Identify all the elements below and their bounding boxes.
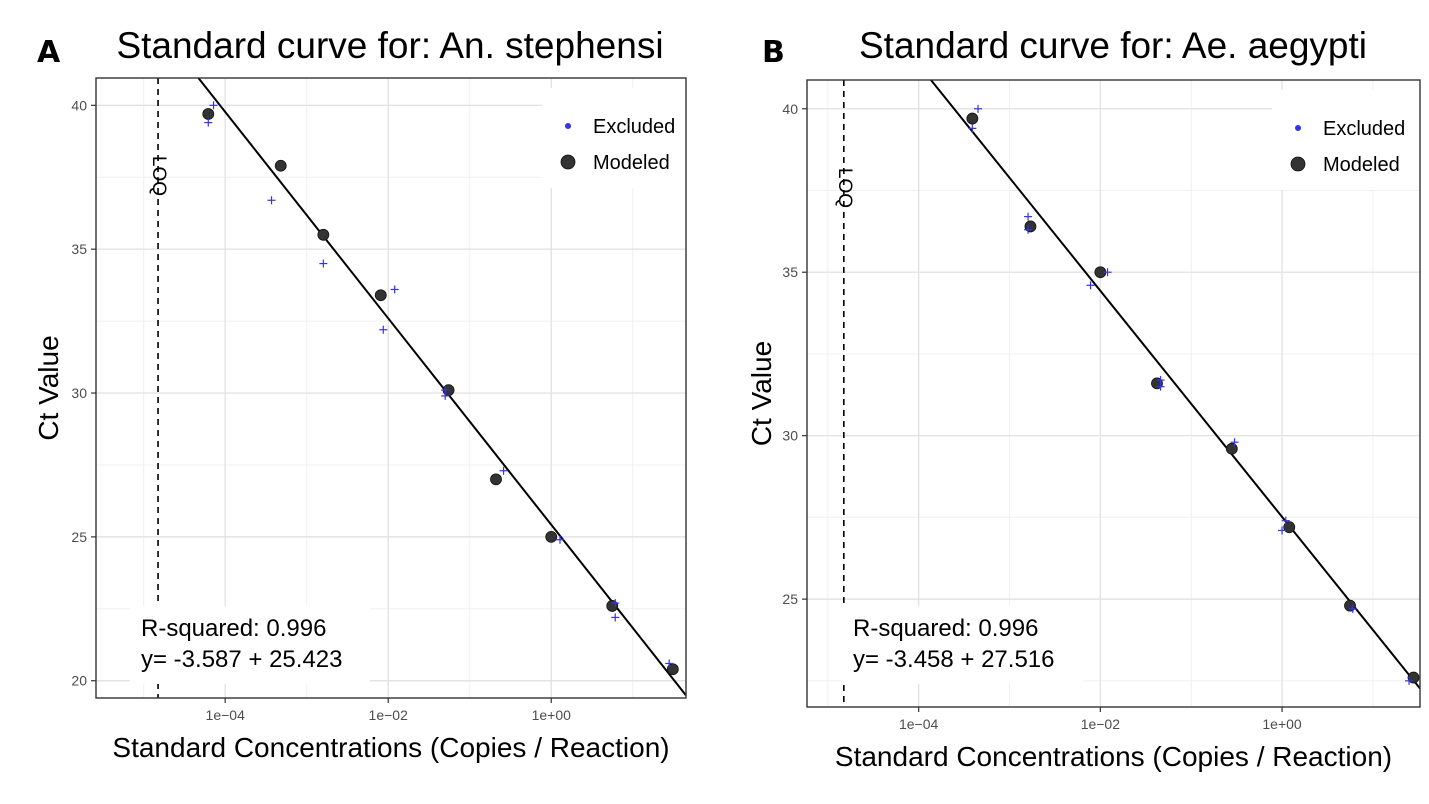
x-tick-label: 1e−04 xyxy=(899,716,939,732)
y-tick-label: 30 xyxy=(71,385,87,401)
legend-label-excluded: Excluded xyxy=(593,116,675,138)
gridlines xyxy=(96,78,686,698)
y-tick-label: 25 xyxy=(71,529,87,545)
excluded-point xyxy=(319,259,328,268)
legend-key-modeled xyxy=(560,154,576,170)
r-squared-label: R-squared: 0.996 xyxy=(853,615,1038,642)
chart-title: Standard curve for: Ae. aegypti xyxy=(859,25,1367,66)
legend-label-modeled: Modeled xyxy=(593,152,670,174)
loq-label: LOQ xyxy=(834,168,855,208)
x-tick-label: 1e−02 xyxy=(1081,716,1121,732)
excluded-point xyxy=(968,124,977,133)
modeled-point xyxy=(1225,442,1238,455)
modeled-point xyxy=(202,108,215,120)
modeled-point xyxy=(966,112,979,125)
x-axis-title: Standard Concentrations (Copies / Reacti… xyxy=(112,732,669,763)
fit-line-group xyxy=(929,80,1420,690)
excluded-point xyxy=(379,325,388,334)
excluded-point xyxy=(1278,526,1287,535)
y-tick-label: 40 xyxy=(782,101,798,117)
excluded-point xyxy=(1405,676,1414,685)
excluded-point xyxy=(611,599,620,608)
excluded-point xyxy=(499,466,508,475)
y-tick-label: 40 xyxy=(71,97,87,113)
plot-border xyxy=(806,79,1421,708)
excluded-point xyxy=(267,196,276,205)
excluded-point xyxy=(204,118,213,127)
excluded-point xyxy=(665,659,674,668)
y-axis-title: Ct Value xyxy=(746,341,777,446)
excluded-point xyxy=(1156,382,1165,391)
legend-label-modeled: Modeled xyxy=(1323,154,1400,176)
modeled-point xyxy=(545,530,558,543)
fit-line-group xyxy=(197,78,686,696)
modeled-point xyxy=(490,473,502,486)
modeled-point xyxy=(1283,521,1296,534)
y-axis-title: Ct Value xyxy=(33,335,64,440)
modeled-point xyxy=(317,228,330,241)
loq-label: LOQ xyxy=(148,156,169,196)
excluded-point xyxy=(1024,225,1033,234)
excluded-point xyxy=(1230,438,1239,447)
points xyxy=(966,104,1420,685)
x-axis-title: Standard Concentrations (Copies / Reacti… xyxy=(835,741,1392,772)
legend-key-excluded xyxy=(1295,125,1301,131)
panel-B: LOQ Excluded Modeled R-squared: 0.996 y= -3.… xyxy=(746,25,1421,772)
r-squared-label: R-squared: 0.996 xyxy=(141,615,326,642)
legend-key-modeled xyxy=(1290,156,1306,172)
modeled-point xyxy=(374,289,387,302)
excluded-point xyxy=(974,104,983,113)
excluded-point xyxy=(1086,281,1095,290)
excluded-point xyxy=(390,285,399,294)
plot-border xyxy=(95,77,687,699)
y-tick-label: 35 xyxy=(782,264,798,280)
excluded-point xyxy=(555,535,564,544)
points xyxy=(202,101,679,676)
x-tick-label: 1e+00 xyxy=(532,707,572,723)
equation-label: y= -3.587 + 25.423 xyxy=(141,646,343,673)
y-tick-label: 30 xyxy=(782,428,798,444)
modeled-point xyxy=(606,600,619,612)
excluded-point xyxy=(441,391,450,400)
panel-letter: A xyxy=(37,35,61,70)
fit-line xyxy=(197,78,686,696)
panel-A: LOQ Excluded Modeled R-squared: 0.996 y= -3.… xyxy=(33,25,687,763)
legend-box xyxy=(542,88,686,188)
x-tick-label: 1e−04 xyxy=(206,707,246,723)
legend-box xyxy=(1272,90,1420,190)
annotation-box xyxy=(130,606,370,684)
excluded-point xyxy=(1103,268,1112,277)
fit-line xyxy=(929,80,1420,690)
legend-key-excluded xyxy=(565,123,571,129)
annotation-box xyxy=(843,606,1083,684)
excluded-point xyxy=(611,613,620,622)
y-tick-label: 25 xyxy=(782,591,798,607)
y-tick-label: 35 xyxy=(71,241,87,257)
y-tick-label: 20 xyxy=(71,673,87,689)
x-tick-label: 1e+00 xyxy=(1262,716,1302,732)
x-tick-label: 1e−02 xyxy=(369,707,409,723)
equation-label: y= -3.458 + 27.516 xyxy=(853,646,1055,673)
excluded-point xyxy=(1024,212,1033,221)
excluded-point xyxy=(209,101,218,110)
excluded-point xyxy=(1281,516,1290,525)
modeled-point xyxy=(274,159,287,172)
panel-letter: B xyxy=(762,35,785,70)
chart-title: Standard curve for: An. stephensi xyxy=(116,25,663,66)
legend-label-excluded: Excluded xyxy=(1323,118,1405,140)
excluded-point xyxy=(1348,604,1357,613)
